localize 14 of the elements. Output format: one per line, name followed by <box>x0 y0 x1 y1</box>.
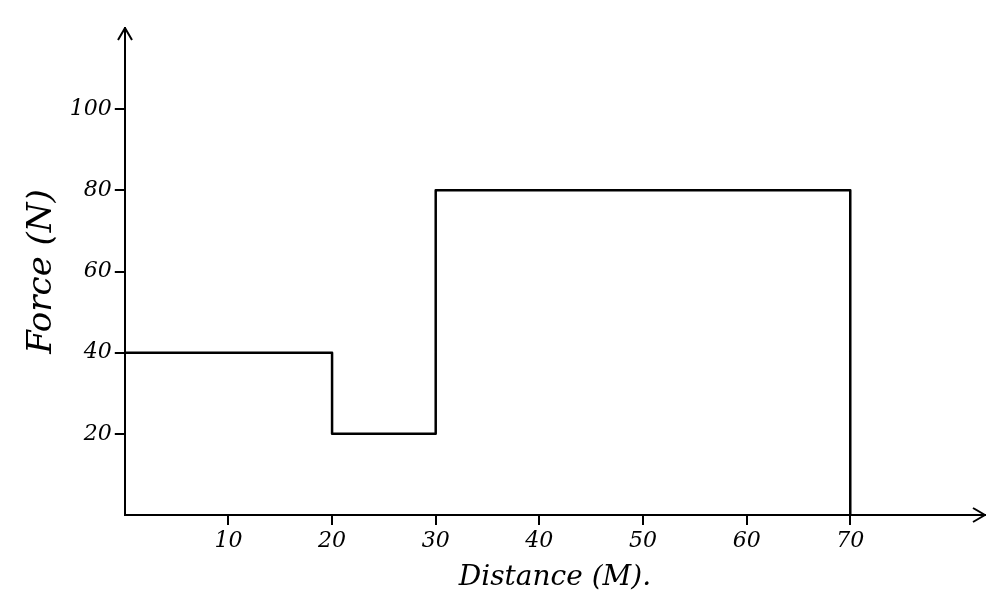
y-tick-label: 60 <box>83 257 112 283</box>
x-tick-label: 60 <box>732 526 761 552</box>
x-tick-label: 10 <box>214 526 243 552</box>
x-axis-title: Distance (M). <box>457 559 652 593</box>
x-tick-label: 50 <box>628 526 657 552</box>
y-tick-label: 20 <box>82 419 112 445</box>
x-tick-label: 70 <box>836 526 865 552</box>
y-axis-title: Force (N) <box>19 189 60 355</box>
x-tick-label: 30 <box>421 526 450 552</box>
x-tick-label: 40 <box>524 526 554 552</box>
y-tick-label: 80 <box>83 176 112 202</box>
x-tick-label: 20 <box>317 526 347 552</box>
y-tick-label: 40 <box>82 338 112 364</box>
y-tick-label: 100 <box>69 94 112 120</box>
